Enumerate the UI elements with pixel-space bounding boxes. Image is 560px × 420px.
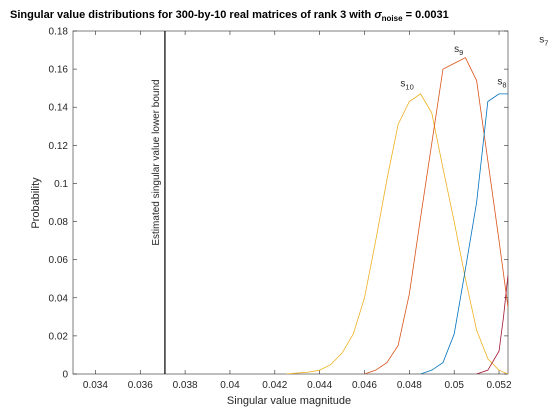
y-tick-label: 0.1 bbox=[54, 179, 68, 190]
x-tick-label: 0.038 bbox=[173, 380, 198, 391]
series-line-s9 bbox=[364, 57, 508, 374]
y-tick-label: 0.04 bbox=[49, 293, 69, 304]
x-tick-label: 0.052 bbox=[487, 380, 512, 391]
lower-bound-label: Estimated singular value lower bound bbox=[151, 79, 162, 245]
x-tick-label: 0.034 bbox=[83, 380, 108, 391]
y-tick-label: 0.12 bbox=[49, 141, 69, 152]
y-axis-label: Probability bbox=[30, 177, 42, 229]
x-tick-label: 0.042 bbox=[262, 380, 287, 391]
y-tick-label: 0.14 bbox=[49, 103, 69, 114]
x-tick-label: 0.05 bbox=[444, 380, 464, 391]
x-tick-label: 0.046 bbox=[352, 380, 377, 391]
title-sigma: σ bbox=[374, 9, 382, 21]
y-tick-label: 0.08 bbox=[49, 217, 69, 228]
x-tick-label: 0.04 bbox=[220, 380, 240, 391]
series-line-s8 bbox=[420, 93, 508, 374]
series-label-s10: s10 bbox=[400, 78, 413, 91]
plot-area: 0.034 0.036 0.038 0.04 0.042 0.044 0.046 0.048 0… bbox=[49, 27, 549, 392]
series-line-s10 bbox=[285, 93, 508, 374]
series-label-s9: s9 bbox=[454, 44, 463, 57]
x-tick-label: 0.036 bbox=[128, 380, 153, 391]
chart-title: Singular value distributions for 300-by-… bbox=[10, 9, 449, 23]
title-suffix: = 0.0031 bbox=[403, 9, 449, 21]
y-tick-label: 0.06 bbox=[49, 255, 69, 266]
series-label-s8: s8 bbox=[497, 76, 506, 89]
y-tick-label: 0.16 bbox=[49, 65, 69, 76]
series-label-s7: s7 bbox=[539, 34, 548, 47]
y-tick-label: 0.18 bbox=[49, 27, 69, 38]
plot-frame bbox=[72, 30, 509, 375]
y-tick-label: 0 bbox=[62, 370, 68, 381]
series-line-s7 bbox=[476, 274, 508, 374]
x-axis-label: Singular value magnitude bbox=[227, 395, 351, 407]
title-sigma-sub: noise bbox=[382, 14, 403, 23]
title-prefix: Singular value distributions for 300-by-… bbox=[10, 9, 374, 21]
y-tick-label: 0.02 bbox=[49, 331, 69, 342]
x-tick-label: 0.048 bbox=[397, 380, 422, 391]
x-tick-label: 0.044 bbox=[307, 380, 332, 391]
